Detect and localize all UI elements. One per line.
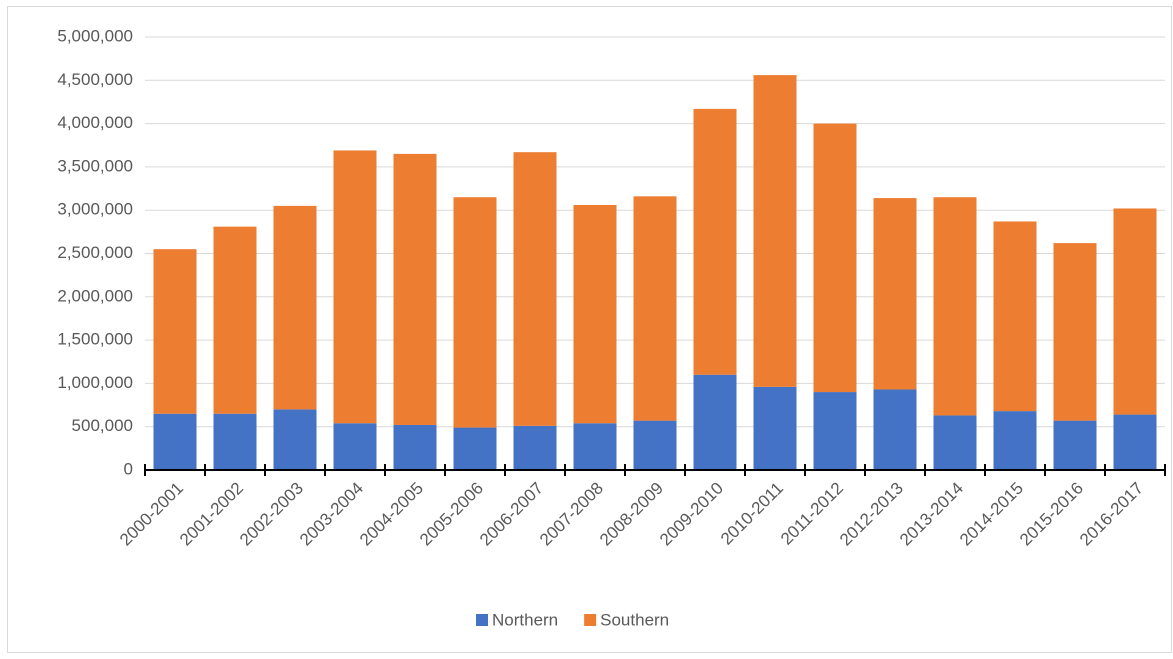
y-tick-label: 500,000 [72,416,133,435]
legend-swatch [584,614,597,626]
legend-label: Southern [600,610,669,629]
x-tick-label: 2010-2011 [717,479,787,549]
x-tick-label: 2001-2002 [176,479,247,550]
bar-segment [873,198,917,390]
bar-segment [1113,208,1157,415]
bar-segment [513,425,557,470]
bar-segment [873,389,917,470]
bar-segment [213,226,257,414]
bar-segment [333,423,377,470]
bar-segment [933,197,977,416]
y-tick-label: 1,000,000 [57,373,133,392]
x-tick-label: 2012-2013 [836,479,907,550]
chart-border [7,6,1172,653]
bar-segment [633,420,677,470]
x-tick-label: 2002-2003 [236,479,307,550]
bar-segment [153,413,197,470]
bar-segment [993,221,1037,412]
x-tick-label: 2006-2007 [476,479,547,550]
y-tick-label: 4,000,000 [57,113,133,132]
bar-segment [213,413,257,470]
x-tick-label: 2003-2004 [296,479,367,550]
y-tick-label: 4,500,000 [57,70,133,89]
bar-segment [273,205,317,410]
y-tick-label: 2,000,000 [57,286,133,305]
x-tick-label: 2009-2010 [656,479,727,550]
bar-segment [753,75,797,387]
x-tick-label: 2005-2006 [416,479,487,550]
x-tick-label: 2014-2015 [956,479,1027,550]
bar-segment [1053,243,1097,421]
bar-segment [693,108,737,375]
bar-segment [453,197,497,428]
bar-segment [513,152,557,426]
bar-segment [753,386,797,470]
bar-segment [393,424,437,470]
bar-segment [273,409,317,470]
x-tick-label: 2007-2008 [536,479,607,550]
bar-segment [1053,420,1097,470]
y-tick-label: 5,000,000 [57,26,133,45]
bar-segment [693,374,737,470]
y-tick-label: 2,500,000 [57,243,133,262]
y-tick-label: 3,500,000 [57,156,133,175]
bar-segment [813,392,857,470]
x-tick-label: 2013-2014 [896,479,967,550]
x-tick-label: 2004-2005 [356,479,427,550]
bar-segment [813,123,857,393]
x-tick-label: 2016-2017 [1076,479,1147,550]
x-tick-label: 2000-2001 [116,479,187,550]
bar-segment [633,196,677,421]
bar-segment [1113,414,1157,470]
bar-segment [573,423,617,470]
x-tick-label: 2011-2012 [777,479,847,549]
x-tick-label: 2015-2016 [1016,479,1087,550]
legend-label: Northern [492,610,558,629]
y-tick-label: 0 [124,459,133,478]
bar-segment [333,150,377,424]
legend-swatch [476,614,488,626]
bar-segment [573,205,617,424]
bar-segment [453,427,497,470]
bar-segment [933,415,977,470]
bar-segment [393,153,437,425]
bar-segment [153,249,197,414]
x-tick-label: 2008-2009 [596,479,667,550]
y-tick-label: 1,500,000 [57,330,133,349]
y-tick-label: 3,000,000 [57,200,133,219]
bar-segment [993,411,1037,470]
